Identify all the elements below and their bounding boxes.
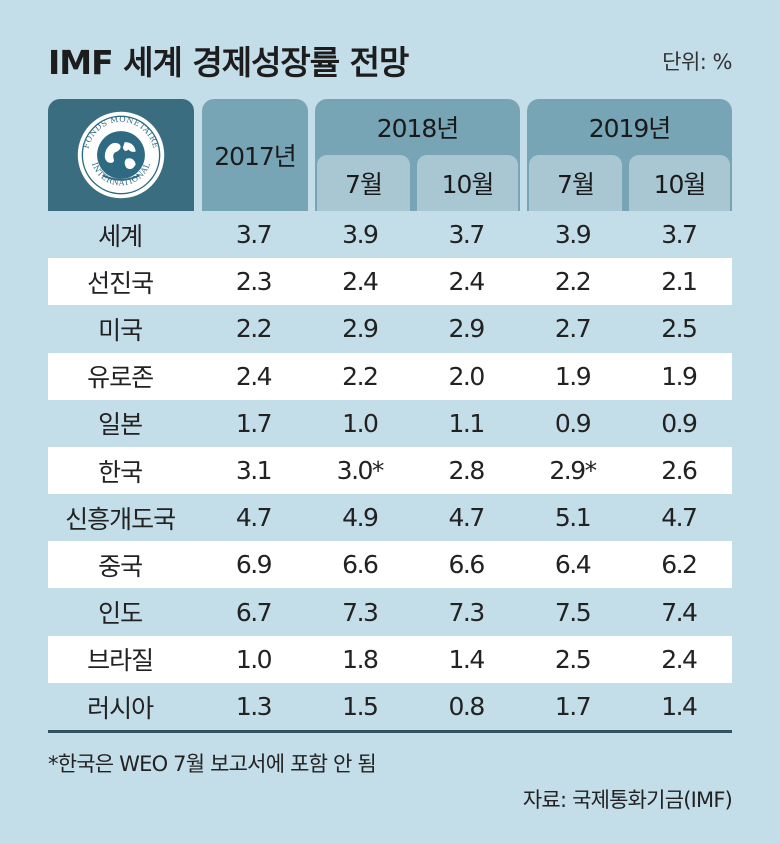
row-label: 중국 [98, 551, 143, 581]
table-cell: 2.4 [448, 267, 486, 297]
table-cell: 1.9 [554, 361, 592, 391]
table-row: 러시아 1.3 1.5 0.8 1.7 1.4 [48, 683, 732, 730]
table-cell: 6.6 [448, 550, 486, 580]
table-cell: 1.3 [235, 692, 273, 721]
table-cell: 1.8 [342, 644, 379, 674]
table-cell: 2.1 [661, 267, 698, 297]
table-cell: 1.9 [661, 361, 698, 391]
table-cell: 2.2 [342, 361, 379, 391]
table-row: 일본 1.7 1.0 1.1 0.9 0.9 [48, 400, 732, 447]
row-label: 인도 [98, 599, 143, 629]
header-2018-oct-label: 10월 [441, 170, 495, 199]
table-cell: 2.9 [342, 314, 379, 344]
table-cell: 2.4 [235, 361, 273, 391]
table-row: 한국 3.1 3.0* 2.8 2.9* 2.6 [48, 447, 732, 494]
table-row: 세계 3.7 3.9 3.7 3.9 3.7 [48, 211, 732, 258]
header-2017-label: 2017년 [214, 142, 297, 171]
table-cell: 0.9 [661, 408, 698, 438]
table-cell: 1.7 [235, 408, 273, 438]
table-row: 선진국 2.3 2.4 2.4 2.2 2.1 [48, 258, 732, 306]
table-cell: 0.8 [448, 692, 486, 721]
header-2018-oct: 10월 [417, 155, 518, 211]
table-cell: 1.4 [661, 692, 698, 721]
header-2018-label: 2018년 [376, 114, 460, 143]
table-cell: 4.9 [342, 503, 379, 533]
table-cell: 7.5 [554, 597, 592, 627]
header-2017: 2017년 [202, 99, 308, 211]
table-cell: 6.4 [554, 550, 592, 580]
page-title: IMF 세계 경제성장률 전망 [48, 43, 409, 82]
table-cell: 3.7 [448, 220, 486, 249]
header-2018-jul-label: 7월 [345, 170, 383, 199]
table-cell: 4.7 [661, 503, 698, 533]
imf-seal-icon: FONDS MONETAIRE INTERNATIONAL [77, 111, 165, 199]
table-cell: 1.0 [342, 408, 379, 438]
row-label: 신흥개도국 [65, 504, 176, 534]
table-cell: 6.9 [235, 550, 273, 580]
table-cell: 2.9* [549, 456, 597, 485]
table-cell: 2.8 [448, 456, 486, 485]
table-cell: 3.1 [235, 456, 273, 485]
table-cell: 3.9 [554, 220, 592, 249]
table-cell: 2.4 [661, 644, 698, 674]
table-cell: 6.6 [342, 550, 379, 580]
header-2019-jul: 7월 [529, 155, 622, 211]
table-cell: 1.7 [554, 692, 592, 721]
table-cell: 6.2 [661, 550, 698, 580]
table-cell: 3.0* [336, 456, 385, 485]
table-row: 신흥개도국 4.7 4.9 4.7 5.1 4.7 [48, 494, 732, 541]
table-cell: 7.4 [661, 597, 698, 627]
table-cell: 2.2 [235, 314, 273, 344]
row-label: 세계 [98, 221, 143, 251]
header-2019-jul-label: 7월 [557, 170, 595, 199]
table-cell: 1.4 [448, 644, 486, 674]
table-row: 중국 6.9 6.6 6.6 6.4 6.2 [48, 541, 732, 589]
table-cell: 2.5 [554, 644, 592, 674]
table-cell: 3.7 [661, 220, 698, 249]
header-2019-label: 2019년 [588, 114, 672, 143]
table-cell: 4.7 [235, 503, 273, 533]
table-cell: 7.3 [448, 597, 486, 627]
table-cell: 1.0 [235, 644, 273, 674]
table-cell: 2.0 [448, 361, 486, 391]
table-row: 인도 6.7 7.3 7.3 7.5 7.4 [48, 589, 732, 636]
table-cell: 6.7 [235, 597, 273, 627]
table-cell: 2.7 [554, 314, 592, 344]
table-cell: 1.5 [342, 692, 379, 721]
table-cell: 2.9 [448, 314, 486, 344]
table-cell: 2.4 [342, 267, 379, 297]
row-label: 러시아 [87, 693, 154, 723]
table-cell: 4.7 [448, 503, 486, 533]
table-cell: 3.9 [342, 220, 379, 249]
footnote: *한국은 WEO 7월 보고서에 포함 안 됨 [48, 752, 377, 776]
table-cell: 7.3 [342, 597, 379, 627]
row-label: 선진국 [87, 268, 154, 298]
table-cell: 0.9 [554, 408, 592, 438]
table-row: 브라질 1.0 1.8 1.4 2.5 2.4 [48, 635, 732, 683]
row-label: 유로존 [87, 363, 154, 393]
source-credit: 자료: 국제통화기금(IMF) [522, 788, 733, 812]
table-cell: 2.6 [661, 456, 698, 485]
table-cell: 5.1 [554, 503, 592, 533]
table-cell: 3.7 [235, 220, 273, 249]
header-2019-oct: 10월 [629, 155, 730, 211]
table-row: 유로존 2.4 2.2 2.0 1.9 1.9 [48, 352, 732, 400]
table-bottom-rule [48, 730, 732, 733]
row-label: 일본 [98, 410, 143, 440]
table-cell: 2.5 [661, 314, 698, 344]
header-2018-jul: 7월 [317, 155, 410, 211]
table-row: 미국 2.2 2.9 2.9 2.7 2.5 [48, 305, 732, 352]
row-label: 브라질 [87, 646, 154, 676]
header-2019-oct-label: 10월 [653, 170, 707, 199]
row-label: 미국 [98, 315, 143, 345]
imf-logo-cell: FONDS MONETAIRE INTERNATIONAL [48, 99, 194, 211]
table-cell: 2.3 [235, 267, 273, 297]
table-cell: 2.2 [554, 267, 592, 297]
unit-label: 단위: % [662, 50, 732, 74]
row-label: 한국 [98, 457, 143, 487]
table-cell: 1.1 [448, 408, 486, 438]
